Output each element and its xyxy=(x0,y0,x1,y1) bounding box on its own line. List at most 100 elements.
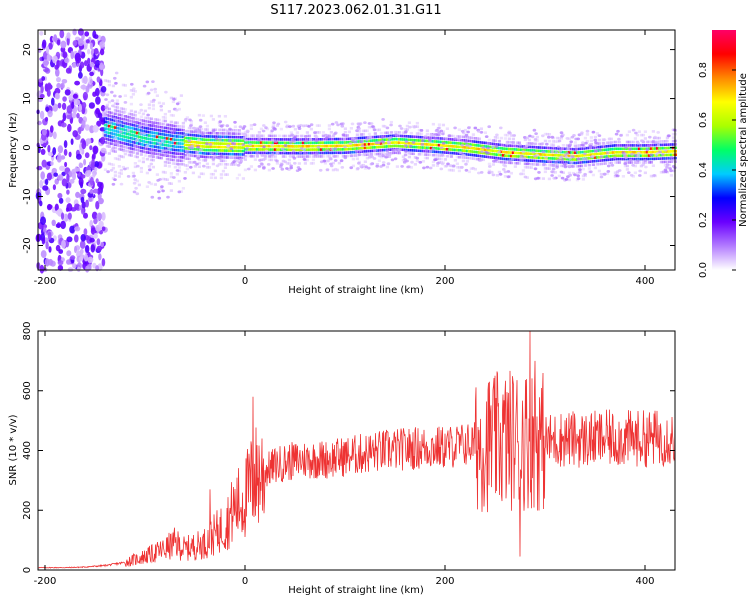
spectrogram-cell xyxy=(491,163,495,166)
spectrogram-cell xyxy=(113,142,118,145)
spectrogram-cell xyxy=(348,142,353,146)
spectrogram-cell xyxy=(515,162,519,165)
spectrogram-cell xyxy=(291,124,296,128)
spectrogram-cell xyxy=(169,155,173,158)
spectrogram-cell xyxy=(624,145,628,149)
spectrogram-cell xyxy=(475,140,479,144)
spectrogram-cell xyxy=(602,138,607,142)
spectrogram-cell xyxy=(293,151,297,155)
spectrogram-cell xyxy=(355,143,359,147)
spectrogram-cell xyxy=(381,152,385,155)
spectrogram-cell xyxy=(469,143,473,146)
spectrogram-cell xyxy=(535,159,539,163)
spectrogram-cell xyxy=(89,176,94,186)
spectrogram-cell xyxy=(341,133,346,137)
spectrogram-cell xyxy=(105,138,109,141)
spectrogram-cell xyxy=(603,148,607,152)
spectrogram-cell xyxy=(195,134,199,137)
spectrogram-cell xyxy=(183,153,187,157)
spectrogram-cell xyxy=(407,142,411,145)
spectrogram-cell xyxy=(381,118,385,121)
spectrogram-cell xyxy=(109,125,113,128)
spectrogram-cell xyxy=(271,141,275,144)
spectrogram-cell xyxy=(401,141,405,145)
spectrogram-cell xyxy=(100,241,105,247)
spectrogram-cell xyxy=(627,161,631,164)
spectrogram-cell xyxy=(241,149,245,153)
spectrogram-cell xyxy=(145,171,149,175)
spectrogram-cell xyxy=(51,219,56,226)
spectrogram-cell xyxy=(217,152,221,156)
spectrogram-cell xyxy=(167,154,171,158)
spectrogram-cell xyxy=(461,159,465,163)
spectrogram-cell xyxy=(611,158,615,161)
spectrogram-cell xyxy=(448,164,453,168)
spectrogram-cell xyxy=(157,132,161,136)
spectrogram-cell xyxy=(135,152,139,155)
spectrogram-cell xyxy=(367,142,371,146)
spectrogram-cell xyxy=(449,148,453,151)
spectrogram-cell xyxy=(219,159,223,163)
spectrogram-cell xyxy=(57,192,63,199)
spectrogram-cell xyxy=(541,153,545,156)
spectrogram-cell xyxy=(121,121,125,124)
spectrogram-cell xyxy=(233,149,237,153)
spectrogram-cell xyxy=(533,167,538,171)
spectrogram-cell xyxy=(505,133,509,137)
spectrogram-cell xyxy=(661,150,665,153)
spectrogram-cell xyxy=(181,159,185,163)
colorbar-tick-label: 0.8 xyxy=(698,62,709,78)
spectrogram-cell xyxy=(201,138,205,141)
spectrogram-cell xyxy=(342,137,347,141)
spectrogram-cell xyxy=(479,127,483,130)
spectrogram-cell xyxy=(317,151,321,155)
spectrogram-cell xyxy=(166,195,170,199)
spectrogram-cell xyxy=(667,153,671,157)
spectrogram-cell xyxy=(209,138,213,142)
spectrogram-cell xyxy=(80,196,85,204)
spectrogram-cell xyxy=(289,151,293,155)
spectrogram-cell xyxy=(483,155,487,158)
spectrogram-cell xyxy=(409,142,413,145)
spectrogram-cell xyxy=(469,153,473,157)
spectrogram-cell xyxy=(169,129,174,133)
spectrogram-cell xyxy=(340,166,345,169)
spectrogram-cell xyxy=(449,134,453,138)
spectrogram-cell xyxy=(119,117,123,121)
spectrogram-cell xyxy=(187,126,191,130)
spectrogram-cell xyxy=(457,135,461,138)
spectrogram-cell xyxy=(40,250,47,259)
spectrogram-cell xyxy=(107,138,111,142)
spectrogram-cell xyxy=(293,161,297,165)
spectrogram-cell xyxy=(663,164,667,167)
spectrogram-cell xyxy=(359,164,363,168)
spectrogram-cell xyxy=(179,138,183,142)
spectrogram-cell xyxy=(671,143,675,146)
spectrogram-cell xyxy=(583,147,587,150)
spectrogram-cell xyxy=(301,134,305,138)
spectrogram-cell xyxy=(583,174,587,178)
spectrogram-cell xyxy=(62,51,68,59)
spectrogram-cell xyxy=(269,134,273,138)
spectrogram-cell xyxy=(193,147,197,151)
spectrogram-cell xyxy=(247,144,251,148)
spectrogram-cell xyxy=(171,134,175,138)
spectrogram-cell xyxy=(179,149,183,152)
spectrogram-cell xyxy=(177,142,181,145)
spectrogram-cell xyxy=(207,148,211,152)
spectrogram-cell xyxy=(109,168,114,172)
spectrogram-cell xyxy=(238,157,243,161)
spectrogram-cell xyxy=(431,136,435,140)
spectrogram-cell xyxy=(667,163,671,167)
spectrogram-cell xyxy=(243,141,247,144)
spectrogram-cell xyxy=(117,165,121,168)
spectrogram-cell xyxy=(100,86,107,93)
spectrogram-cell xyxy=(245,129,250,133)
spectrogram-cell xyxy=(143,150,147,154)
spectrogram-cell xyxy=(56,155,62,163)
spectrogram-cell xyxy=(46,53,51,62)
spectrogram-cell xyxy=(327,151,331,155)
spectrogram-cell xyxy=(431,153,435,157)
spectrogram-cell xyxy=(119,124,123,127)
spectrogram-cell xyxy=(319,160,324,164)
